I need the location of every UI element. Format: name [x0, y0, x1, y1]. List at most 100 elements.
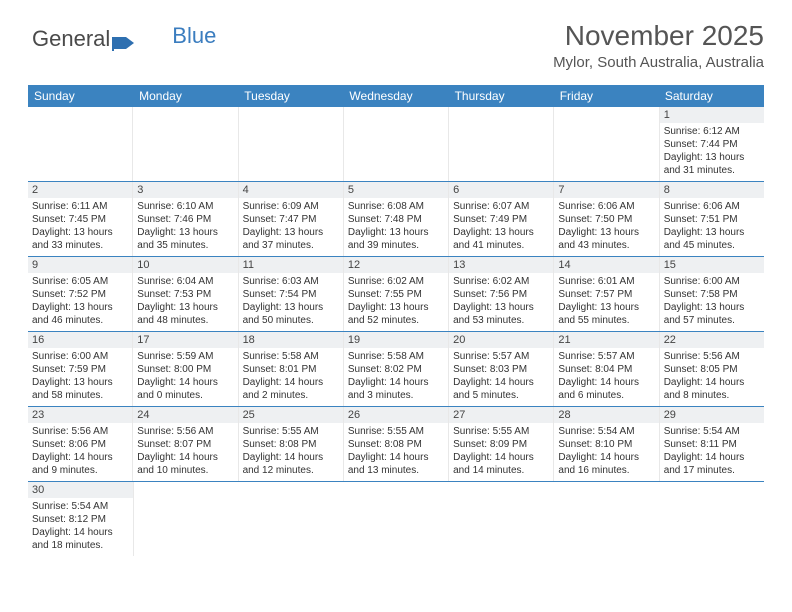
day-info-line: and 0 minutes. [137, 389, 233, 402]
day-number: 27 [449, 407, 553, 423]
day-info-line: Daylight: 13 hours [453, 226, 549, 239]
day-number: 6 [449, 182, 553, 198]
day-info-line: Daylight: 13 hours [32, 226, 128, 239]
day-info-line: Sunrise: 5:55 AM [453, 425, 549, 438]
day-info-line: Sunset: 7:44 PM [664, 138, 760, 151]
day-info-line: Sunrise: 6:06 AM [664, 200, 760, 213]
day-info-line: Daylight: 14 hours [558, 451, 654, 464]
day-cell [344, 107, 449, 181]
day-cell: 6Sunrise: 6:07 AMSunset: 7:49 PMDaylight… [449, 182, 554, 256]
day-cell: 12Sunrise: 6:02 AMSunset: 7:55 PMDayligh… [344, 257, 449, 331]
day-cell [239, 482, 344, 556]
day-number: 11 [239, 257, 343, 273]
day-info-line: Sunrise: 5:54 AM [664, 425, 760, 438]
day-info-line: Sunset: 7:47 PM [243, 213, 339, 226]
day-info-line: Daylight: 14 hours [243, 451, 339, 464]
day-info-line: Daylight: 14 hours [453, 376, 549, 389]
day-info-line: Sunrise: 5:56 AM [664, 350, 760, 363]
day-cell: 19Sunrise: 5:58 AMSunset: 8:02 PMDayligh… [344, 332, 449, 406]
day-info-line: Daylight: 13 hours [453, 301, 549, 314]
day-number: 1 [660, 107, 764, 123]
day-cell: 30Sunrise: 5:54 AMSunset: 8:12 PMDayligh… [28, 482, 134, 556]
week-row: 2Sunrise: 6:11 AMSunset: 7:45 PMDaylight… [28, 182, 764, 257]
day-info-line: and 31 minutes. [664, 164, 760, 177]
header: General Blue November 2025 Mylor, South … [0, 0, 792, 79]
day-info-line: Sunrise: 5:55 AM [243, 425, 339, 438]
logo: General Blue [32, 26, 216, 52]
weekday-header: Sunday Monday Tuesday Wednesday Thursday… [28, 85, 764, 107]
day-info-line: Sunrise: 5:54 AM [32, 500, 129, 513]
day-info-line: Daylight: 14 hours [32, 526, 129, 539]
day-info-line: Sunrise: 5:54 AM [558, 425, 654, 438]
day-info-line: Sunset: 7:56 PM [453, 288, 549, 301]
day-info-line: Daylight: 14 hours [664, 451, 760, 464]
day-cell [449, 482, 554, 556]
day-info-line: Sunset: 7:59 PM [32, 363, 128, 376]
day-info-line: Sunset: 8:02 PM [348, 363, 444, 376]
day-info-line: Sunrise: 5:59 AM [137, 350, 233, 363]
day-cell: 9Sunrise: 6:05 AMSunset: 7:52 PMDaylight… [28, 257, 133, 331]
day-info-line: Daylight: 13 hours [137, 226, 233, 239]
day-cell: 29Sunrise: 5:54 AMSunset: 8:11 PMDayligh… [660, 407, 764, 481]
day-info-line: Sunset: 8:04 PM [558, 363, 654, 376]
day-info-line: Sunrise: 5:57 AM [558, 350, 654, 363]
day-cell: 13Sunrise: 6:02 AMSunset: 7:56 PMDayligh… [449, 257, 554, 331]
day-info-line: Sunrise: 6:00 AM [664, 275, 760, 288]
day-info-line: Daylight: 14 hours [453, 451, 549, 464]
day-info-line: and 10 minutes. [137, 464, 233, 477]
day-cell [449, 107, 554, 181]
day-info-line: Daylight: 13 hours [664, 301, 760, 314]
day-info-line: and 39 minutes. [348, 239, 444, 252]
day-cell: 18Sunrise: 5:58 AMSunset: 8:01 PMDayligh… [239, 332, 344, 406]
day-info-line: Sunset: 8:01 PM [243, 363, 339, 376]
day-info-line: Sunset: 7:51 PM [664, 213, 760, 226]
day-number: 9 [28, 257, 132, 273]
day-number: 4 [239, 182, 343, 198]
day-info-line: Sunrise: 6:07 AM [453, 200, 549, 213]
day-info-line: Sunrise: 6:04 AM [137, 275, 233, 288]
day-number: 18 [239, 332, 343, 348]
week-row: 16Sunrise: 6:00 AMSunset: 7:59 PMDayligh… [28, 332, 764, 407]
day-number: 14 [554, 257, 658, 273]
day-number: 16 [28, 332, 132, 348]
day-info-line: Sunset: 7:53 PM [137, 288, 233, 301]
day-info-line: Daylight: 14 hours [664, 376, 760, 389]
day-info-line: Daylight: 13 hours [348, 226, 444, 239]
day-cell: 7Sunrise: 6:06 AMSunset: 7:50 PMDaylight… [554, 182, 659, 256]
day-cell: 8Sunrise: 6:06 AMSunset: 7:51 PMDaylight… [660, 182, 764, 256]
day-number: 30 [28, 482, 133, 498]
title-block: November 2025 Mylor, South Australia, Au… [553, 20, 764, 71]
day-info-line: Sunrise: 6:09 AM [243, 200, 339, 213]
calendar: Sunday Monday Tuesday Wednesday Thursday… [28, 85, 764, 556]
day-info-line: and 5 minutes. [453, 389, 549, 402]
day-cell: 5Sunrise: 6:08 AMSunset: 7:48 PMDaylight… [344, 182, 449, 256]
day-number: 15 [660, 257, 764, 273]
day-number: 24 [133, 407, 237, 423]
day-number: 2 [28, 182, 132, 198]
day-info-line: Sunrise: 6:06 AM [558, 200, 654, 213]
day-info-line: Daylight: 13 hours [664, 151, 760, 164]
day-info-line: Daylight: 13 hours [32, 376, 128, 389]
day-cell [134, 482, 239, 556]
day-info-line: and 35 minutes. [137, 239, 233, 252]
day-cell [554, 107, 659, 181]
week-row: 9Sunrise: 6:05 AMSunset: 7:52 PMDaylight… [28, 257, 764, 332]
day-info-line: Daylight: 13 hours [137, 301, 233, 314]
day-info-line: Sunset: 8:11 PM [664, 438, 760, 451]
day-info-line: Sunset: 7:52 PM [32, 288, 128, 301]
day-cell: 20Sunrise: 5:57 AMSunset: 8:03 PMDayligh… [449, 332, 554, 406]
day-info-line: and 17 minutes. [664, 464, 760, 477]
day-cell [133, 107, 238, 181]
day-info-line: Sunset: 7:54 PM [243, 288, 339, 301]
day-info-line: Sunset: 8:08 PM [243, 438, 339, 451]
day-info-line: Sunrise: 6:02 AM [348, 275, 444, 288]
day-cell: 3Sunrise: 6:10 AMSunset: 7:46 PMDaylight… [133, 182, 238, 256]
day-info-line: Daylight: 14 hours [558, 376, 654, 389]
logo-text-general: General [32, 26, 110, 52]
day-cell: 26Sunrise: 5:55 AMSunset: 8:08 PMDayligh… [344, 407, 449, 481]
day-number: 7 [554, 182, 658, 198]
day-info-line: Sunset: 8:09 PM [453, 438, 549, 451]
day-info-line: Sunset: 7:55 PM [348, 288, 444, 301]
day-cell: 14Sunrise: 6:01 AMSunset: 7:57 PMDayligh… [554, 257, 659, 331]
day-info-line: Daylight: 14 hours [243, 376, 339, 389]
